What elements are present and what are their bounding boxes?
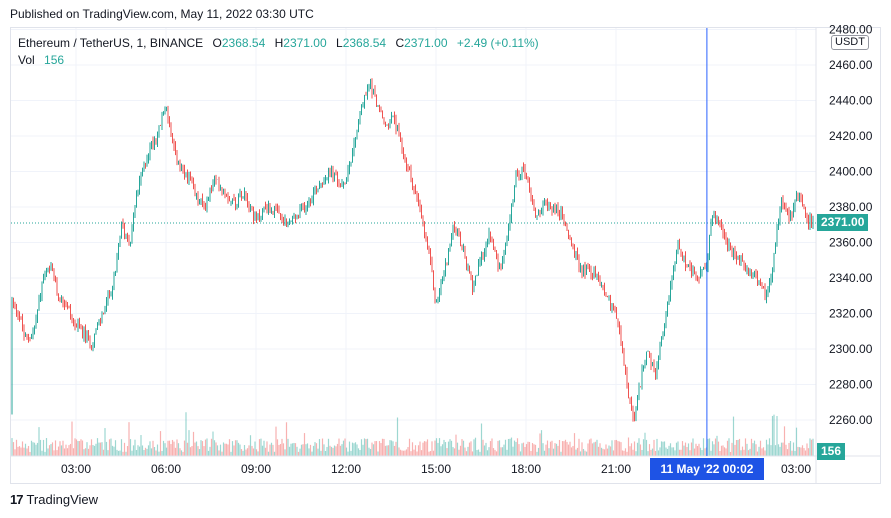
close-label: C <box>395 36 405 50</box>
time-tick-label: 06:00 <box>151 462 181 476</box>
time-tick-label: 12:00 <box>331 462 361 476</box>
time-tick-label: 03:00 <box>781 462 811 476</box>
price-tick-label: 2320.00 <box>829 307 873 321</box>
last-price-label: 2371.00 <box>817 213 869 231</box>
chart-frame <box>10 27 881 484</box>
high-label: H <box>274 36 284 50</box>
price-tick-label: 2400.00 <box>829 165 873 179</box>
change-value: +2.49 (+0.11%) <box>456 36 539 50</box>
close-value: 2371.00 <box>404 36 448 50</box>
price-tick-label: 2420.00 <box>829 129 873 143</box>
last-volume-label: 156 <box>817 443 846 460</box>
low-label: L <box>336 36 343 50</box>
time-tick-label: 15:00 <box>421 462 451 476</box>
price-tick-label: 2380.00 <box>829 200 873 214</box>
time-tick-label: 03:00 <box>61 462 91 476</box>
tradingview-logo[interactable]: 17 <box>10 492 24 507</box>
symbol-title[interactable]: Ethereum / TetherUS, 1, BINANCE <box>18 36 204 50</box>
published-line: Published on TradingView.com, May 11, 20… <box>10 7 314 21</box>
price-tick-label: 2440.00 <box>829 94 873 108</box>
price-tick-label: 2300.00 <box>829 342 873 356</box>
volume-label: Vol <box>18 53 35 67</box>
volume-bars <box>11 412 814 456</box>
grid-lines <box>11 28 816 456</box>
price-tick-label: 2260.00 <box>829 413 873 427</box>
price-axis: 2260.00 2280.00 2300.00 2320.00 2340.00 2360.… <box>829 23 873 428</box>
price-tick-label: 2280.00 <box>829 378 873 392</box>
price-tick-label: 2340.00 <box>829 271 873 285</box>
candles <box>11 78 814 422</box>
time-tick-label: 09:00 <box>241 462 271 476</box>
overlays <box>11 28 880 484</box>
price-tick-label: 2360.00 <box>829 236 873 250</box>
high-value: 2371.00 <box>283 36 327 50</box>
tradingview-brand[interactable]: TradingView <box>26 492 99 507</box>
time-axis: 03:00 06:00 09:00 12:00 15:00 18:00 21:00 03:00 <box>61 462 811 476</box>
time-tick-label: 18:00 <box>511 462 541 476</box>
currency-badge[interactable]: USDT <box>831 35 869 50</box>
time-tick-label: 21:00 <box>601 462 631 476</box>
footer: 17 TradingView <box>10 492 98 507</box>
volume-value: 156 <box>44 53 65 67</box>
chart-legend: Ethereum / TetherUS, 1, BINANCE O2368.54… <box>18 35 539 69</box>
price-tick-label: 2480.00 <box>829 23 873 37</box>
open-value: 2368.54 <box>221 36 266 50</box>
crosshair-time-label: 11 May '22 00:02 <box>650 458 764 480</box>
open-label: O <box>212 36 222 50</box>
price-tick-label: 2460.00 <box>829 58 873 72</box>
low-value: 2368.54 <box>342 36 387 50</box>
